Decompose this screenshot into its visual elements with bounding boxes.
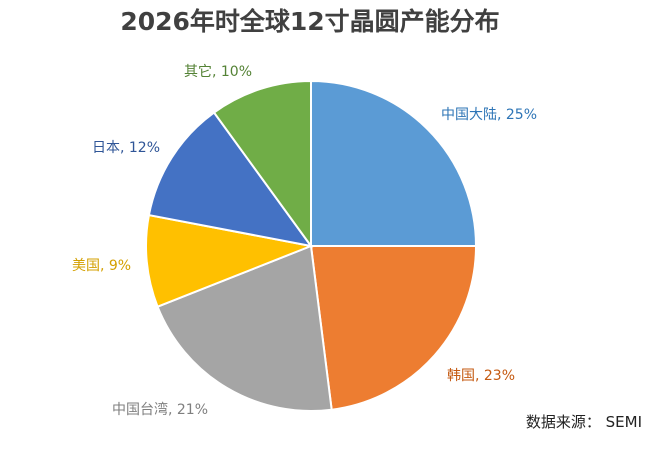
- slice-label-6: 其它, 10%: [184, 63, 252, 80]
- pie-chart: 中国大陆, 25% 韩国, 23% 中国台湾, 21% 美国, 9% 日本, 12% 其它…: [0, 0, 660, 457]
- slice-label-5: 日本, 12%: [92, 140, 160, 156]
- pie-slices: [146, 81, 476, 411]
- pie-slice-2: [311, 246, 476, 410]
- slice-label-4: 美国, 9%: [72, 258, 131, 274]
- slice-label-2: 韩国, 23%: [447, 368, 515, 384]
- slice-label-3: 中国台湾, 21%: [112, 401, 208, 418]
- slice-label-1: 中国大陆, 25%: [441, 107, 537, 123]
- data-source: 数据来源： SEMI: [526, 411, 642, 432]
- chart-page: 2026年时全球12寸晶圆产能分布 中国大陆, 25% 韩国, 23% 中国台湾, …: [0, 0, 660, 457]
- pie-slice-1: [311, 81, 476, 246]
